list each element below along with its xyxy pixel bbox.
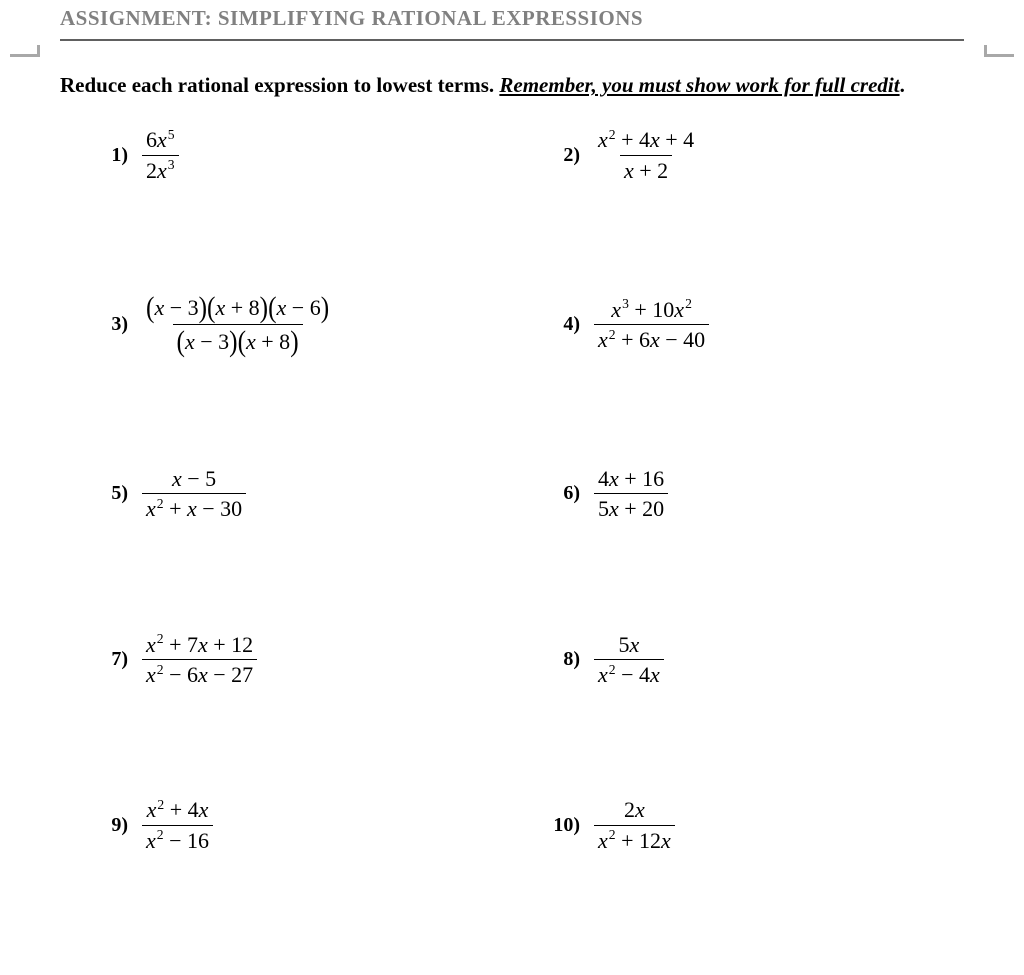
denominator: x + 2 [620,155,672,183]
problem-10: 10) 2xx2 + 12x [552,797,964,853]
numerator: 2x [620,797,649,824]
problem-2: 2) x2 + 4x + 4x + 2 [552,127,964,183]
numerator: x2 + 4x [143,797,213,824]
fraction: (x − 3)(x + 8)(x − 6)(x − 3)(x + 8) [142,293,333,356]
problem-number: 3) [100,313,128,336]
denominator: 2x3 [142,155,179,183]
denominator: x2 + x − 30 [142,493,246,521]
crop-marks-row [10,45,1014,63]
header-rule [60,39,964,41]
fraction: 4x + 165x + 20 [594,466,668,522]
problem-7: 7) x2 + 7x + 12x2 − 6x − 27 [100,632,512,688]
numerator: 4x + 16 [594,466,668,493]
crop-mark-left-icon [10,45,40,57]
numerator: x − 5 [168,466,220,493]
fraction: 2xx2 + 12x [594,797,675,853]
denominator: 5x + 20 [594,493,668,521]
fraction: x − 5x2 + x − 30 [142,466,246,522]
crop-mark-right-icon [984,45,1014,57]
instructions-emph: Remember, you must show work for full cr… [499,73,899,97]
numerator: x2 + 4x + 4 [594,127,698,154]
instructions-lead: Reduce each rational expression to lowes… [60,73,499,97]
fraction: x2 + 4xx2 − 16 [142,797,213,853]
instructions: Reduce each rational expression to lowes… [60,71,964,99]
problem-4: 4) x3 + 10x2x2 + 6x − 40 [552,293,964,356]
problem-9: 9) x2 + 4xx2 − 16 [100,797,512,853]
fraction: 6x52x3 [142,127,179,183]
problem-number: 9) [100,814,128,837]
numerator: 5x [615,632,644,659]
numerator: 6x5 [142,127,179,154]
problem-number: 6) [552,482,580,505]
denominator: x2 − 16 [142,825,213,853]
assignment-title: ASSIGNMENT: SIMPLIFYING RATIONAL EXPRESS… [60,0,964,39]
problem-number: 8) [552,648,580,671]
problem-number: 10) [552,814,580,837]
problem-1: 1) 6x52x3 [100,127,512,183]
problem-number: 1) [100,144,128,167]
numerator: x2 + 7x + 12 [142,632,257,659]
problem-number: 4) [552,313,580,336]
problem-3: 3) (x − 3)(x + 8)(x − 6)(x − 3)(x + 8) [100,293,512,356]
denominator: x2 + 6x − 40 [594,324,709,352]
fraction: x2 + 7x + 12x2 − 6x − 27 [142,632,257,688]
denominator: x2 + 12x [594,825,675,853]
worksheet-page: ASSIGNMENT: SIMPLIFYING RATIONAL EXPRESS… [0,0,1024,893]
fraction: x3 + 10x2x2 + 6x − 40 [594,297,709,353]
denominator: x2 − 4x [594,659,664,687]
problems-grid: 1) 6x52x3 2) x2 + 4x + 4x + 2 3) (x − 3)(x + … [60,127,964,853]
denominator: x2 − 6x − 27 [142,659,257,687]
problem-number: 5) [100,482,128,505]
numerator: x3 + 10x2 [607,297,696,324]
instructions-tail: . [900,73,905,97]
fraction: x2 + 4x + 4x + 2 [594,127,698,183]
problem-6: 6) 4x + 165x + 20 [552,466,964,522]
denominator: (x − 3)(x + 8) [173,324,303,356]
numerator: (x − 3)(x + 8)(x − 6) [142,293,333,324]
problem-5: 5) x − 5x2 + x − 30 [100,466,512,522]
problem-number: 2) [552,144,580,167]
problem-8: 8) 5xx2 − 4x [552,632,964,688]
fraction: 5xx2 − 4x [594,632,664,688]
problem-number: 7) [100,648,128,671]
